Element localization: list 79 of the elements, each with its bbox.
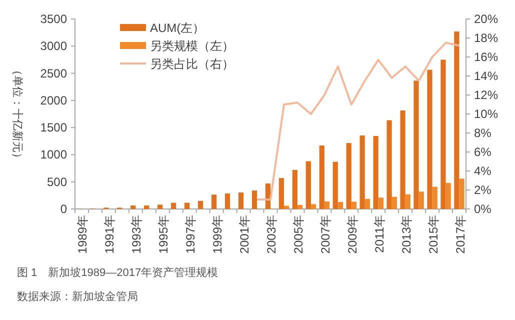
y2-tick-label: 12% — [474, 88, 498, 102]
legend-label: 另类规模（左） — [150, 39, 234, 53]
bar — [297, 204, 303, 209]
x-tick-label: 2011年 — [372, 215, 386, 253]
bar — [414, 80, 419, 209]
y-tick-label: 3000 — [40, 39, 68, 54]
x-tick-label: 2017年 — [453, 215, 468, 254]
line-series — [256, 42, 460, 200]
bar — [392, 196, 397, 209]
bar — [144, 205, 150, 209]
bar — [130, 205, 136, 209]
x-tick-label: 1997年 — [184, 215, 198, 254]
bar — [432, 186, 438, 209]
x-tick-label: 1999年 — [210, 215, 225, 254]
x-tick-label: 1989年 — [76, 215, 90, 254]
bar — [400, 110, 406, 209]
bar — [310, 204, 316, 209]
x-tick-label: 2009年 — [345, 215, 360, 254]
bar — [306, 161, 311, 209]
y-axis-title: （单位：十亿新元） — [11, 64, 24, 164]
bar — [252, 190, 258, 209]
y2-tick-label: 14% — [474, 69, 498, 83]
bar — [405, 194, 410, 209]
x-tick-label: 1991年 — [102, 215, 117, 254]
bar — [364, 198, 370, 209]
bar — [378, 198, 384, 209]
bar — [284, 206, 290, 209]
bar — [224, 194, 230, 209]
y2-tick-label: 4% — [474, 164, 492, 178]
y-tick-label: 500 — [46, 174, 68, 189]
y2-tick-label: 16% — [474, 50, 498, 64]
y2-tick-label: 8% — [474, 126, 492, 140]
y-tick-label: 1000 — [40, 148, 68, 162]
y2-tick-label: 2% — [474, 183, 492, 197]
bar — [211, 194, 217, 209]
legend-label: 另类占比（右） — [150, 57, 234, 71]
y2-tick-label: 6% — [474, 145, 492, 159]
bar — [170, 202, 176, 209]
bar — [292, 170, 298, 209]
bar — [459, 178, 464, 209]
bar — [332, 162, 338, 209]
x-tick-label: 2013年 — [399, 215, 414, 254]
bar — [324, 201, 330, 209]
x-tick-label: 2007年 — [318, 215, 332, 254]
bar — [338, 202, 344, 209]
y-tick-label: 1500 — [40, 120, 68, 135]
y-tick-label: 2000 — [40, 93, 68, 108]
bar — [454, 31, 460, 209]
y-tick-label: 3500 — [40, 12, 68, 26]
bar — [158, 204, 163, 209]
bar — [346, 143, 352, 209]
x-tick-label: 2003年 — [264, 215, 278, 254]
bar — [418, 192, 424, 209]
y-tick-label: 0 — [60, 202, 68, 216]
bar — [373, 136, 378, 209]
x-tick-label: 1995年 — [156, 215, 171, 254]
y2-tick-label: 0% — [474, 202, 492, 216]
x-tick-label: 2005年 — [291, 215, 306, 254]
bar — [446, 182, 451, 209]
y2-tick-label: 10% — [474, 107, 498, 121]
bar — [386, 120, 392, 209]
x-tick-label: 2001年 — [238, 215, 252, 254]
y2-tick-label: 20% — [474, 12, 498, 26]
x-tick-label: 2015年 — [426, 215, 440, 254]
bar — [351, 202, 357, 209]
bar — [184, 202, 190, 209]
source-note: 数据来源：新加坡金管局 — [17, 290, 138, 303]
bar — [319, 145, 324, 209]
bar — [427, 70, 432, 209]
bar — [360, 135, 365, 209]
bar — [440, 60, 446, 209]
caption: 图 1 新加坡1989—2017年资产管理规模 — [17, 266, 218, 279]
bar — [278, 178, 284, 209]
y2-tick-label: 18% — [474, 31, 498, 45]
x-tick-label: 1993年 — [130, 215, 144, 254]
y-tick-label: 2500 — [40, 66, 68, 80]
bar — [198, 200, 204, 209]
bar — [238, 192, 244, 209]
legend-label: AUM(左） — [150, 21, 205, 35]
